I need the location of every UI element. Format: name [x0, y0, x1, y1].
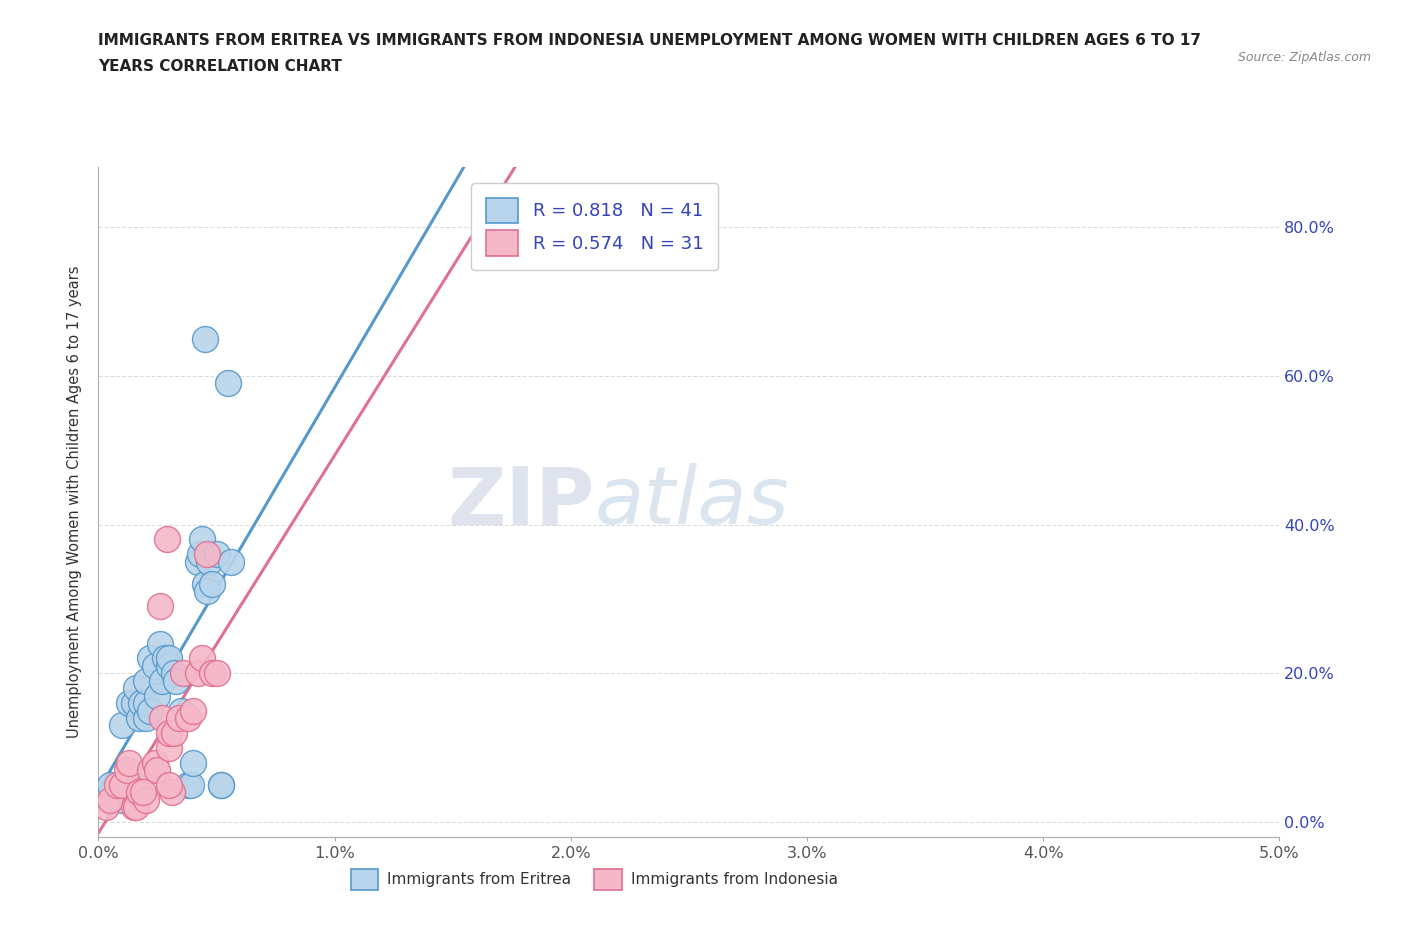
Point	[118, 755, 141, 770]
Text: atlas: atlas	[595, 463, 789, 541]
Point	[122, 800, 145, 815]
Point	[181, 755, 204, 770]
Point	[128, 785, 150, 800]
Point	[157, 658, 180, 673]
Point	[135, 711, 157, 725]
Text: ZIP: ZIP	[447, 463, 595, 541]
Point	[157, 740, 180, 755]
Point	[149, 636, 172, 651]
Point	[105, 777, 128, 792]
Point	[163, 725, 186, 740]
Point	[139, 651, 162, 666]
Point	[98, 792, 121, 807]
Point	[195, 584, 218, 599]
Text: YEARS CORRELATION CHART: YEARS CORRELATION CHART	[98, 59, 342, 73]
Point	[125, 681, 148, 696]
Point	[125, 800, 148, 815]
Point	[146, 763, 169, 777]
Point	[160, 785, 183, 800]
Point	[111, 777, 134, 792]
Point	[156, 532, 179, 547]
Point	[111, 777, 134, 792]
Point	[209, 777, 232, 792]
Point	[209, 777, 232, 792]
Point	[187, 554, 209, 569]
Point	[111, 792, 134, 807]
Point	[198, 554, 221, 569]
Point	[135, 696, 157, 711]
Point	[188, 547, 211, 562]
Point	[219, 554, 242, 569]
Point	[149, 599, 172, 614]
Point	[191, 651, 214, 666]
Legend: Immigrants from Eritrea, Immigrants from Indonesia: Immigrants from Eritrea, Immigrants from…	[344, 862, 844, 897]
Point	[139, 703, 162, 718]
Point	[167, 711, 190, 725]
Point	[150, 673, 173, 688]
Point	[98, 777, 121, 792]
Point	[146, 688, 169, 703]
Point	[135, 673, 157, 688]
Point	[139, 763, 162, 777]
Point	[150, 711, 173, 725]
Point	[187, 666, 209, 681]
Point	[115, 763, 138, 777]
Point	[205, 547, 228, 562]
Point	[194, 331, 217, 346]
Point	[194, 577, 217, 591]
Point	[128, 711, 150, 725]
Point	[201, 666, 224, 681]
Point	[163, 666, 186, 681]
Point	[157, 777, 180, 792]
Point	[165, 673, 187, 688]
Y-axis label: Unemployment Among Women with Children Ages 6 to 17 years: Unemployment Among Women with Children A…	[67, 266, 83, 738]
Point	[143, 755, 166, 770]
Point	[217, 376, 239, 391]
Point	[157, 725, 180, 740]
Point	[177, 777, 200, 792]
Point	[195, 547, 218, 562]
Point	[94, 800, 117, 815]
Point	[157, 651, 180, 666]
Point	[205, 666, 228, 681]
Text: Source: ZipAtlas.com: Source: ZipAtlas.com	[1237, 51, 1371, 64]
Point	[177, 711, 200, 725]
Point	[118, 696, 141, 711]
Point	[201, 577, 224, 591]
Point	[191, 532, 214, 547]
Point	[153, 651, 176, 666]
Text: IMMIGRANTS FROM ERITREA VS IMMIGRANTS FROM INDONESIA UNEMPLOYMENT AMONG WOMEN WI: IMMIGRANTS FROM ERITREA VS IMMIGRANTS FR…	[98, 33, 1201, 47]
Point	[129, 696, 152, 711]
Point	[122, 696, 145, 711]
Point	[122, 777, 145, 792]
Point	[111, 718, 134, 733]
Point	[170, 703, 193, 718]
Point	[132, 785, 155, 800]
Point	[135, 792, 157, 807]
Point	[143, 658, 166, 673]
Point	[181, 703, 204, 718]
Point	[172, 666, 194, 681]
Point	[180, 777, 202, 792]
